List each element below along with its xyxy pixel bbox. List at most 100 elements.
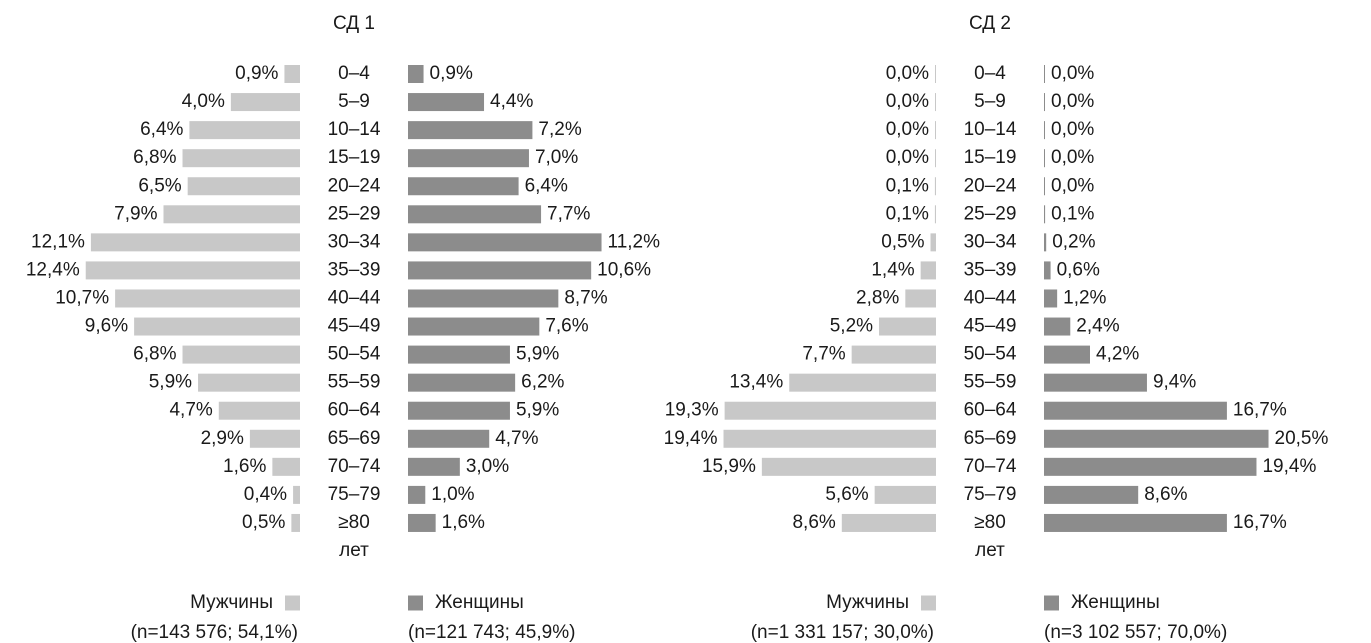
bar <box>408 513 436 532</box>
value-label: 4,0% <box>182 91 225 112</box>
value-label: 4,2% <box>1096 344 1139 365</box>
category-label: 10–14 <box>964 119 1017 140</box>
value-label: 6,2% <box>521 372 564 393</box>
bar <box>272 457 300 476</box>
category-label: 25–29 <box>964 203 1017 224</box>
bar <box>935 121 936 140</box>
value-label: 7,9% <box>114 203 157 224</box>
legend-swatch <box>1044 595 1059 611</box>
value-label: 0,0% <box>1051 119 1094 140</box>
bar <box>1044 317 1071 336</box>
category-label: 40–44 <box>328 287 381 308</box>
category-label: 30–34 <box>328 231 381 252</box>
value-label: 19,4% <box>1262 456 1316 477</box>
bar <box>1044 177 1045 196</box>
category-label: 50–54 <box>328 344 381 365</box>
value-label: 6,8% <box>133 147 176 168</box>
value-label: 13,4% <box>729 372 783 393</box>
value-label: 4,7% <box>169 400 212 421</box>
bar <box>115 289 300 308</box>
bar <box>920 261 936 280</box>
bar <box>408 345 510 364</box>
bar <box>723 429 936 448</box>
value-label: 0,1% <box>886 203 929 224</box>
bar <box>1044 233 1047 252</box>
chart-title: СД 1 <box>333 13 375 34</box>
bar <box>1044 121 1045 140</box>
bar <box>230 93 300 112</box>
value-label: 12,4% <box>26 259 80 280</box>
value-label: 10,7% <box>55 287 109 308</box>
category-label: 65–69 <box>328 428 381 449</box>
chart-title: СД 2 <box>969 13 1011 34</box>
value-label: 2,9% <box>201 428 244 449</box>
value-label: 19,3% <box>665 400 719 421</box>
value-label: 8,6% <box>792 512 835 533</box>
value-label: 0,0% <box>1051 63 1094 84</box>
category-label: 75–79 <box>328 484 381 505</box>
bar <box>408 485 426 504</box>
bar <box>930 233 936 252</box>
bar <box>408 177 519 196</box>
value-label: 6,4% <box>525 175 568 196</box>
value-label: 4,7% <box>495 428 538 449</box>
bar <box>189 121 300 140</box>
bar <box>1044 513 1227 532</box>
bar <box>934 177 936 196</box>
bar <box>935 149 936 168</box>
bar <box>408 205 542 224</box>
bar <box>408 457 460 476</box>
value-label: 0,6% <box>1057 259 1100 280</box>
category-label: 20–24 <box>328 175 381 196</box>
value-label: 5,6% <box>825 484 868 505</box>
bar <box>85 261 300 280</box>
bar <box>935 93 936 112</box>
category-label: 30–34 <box>964 231 1017 252</box>
bar <box>408 149 529 168</box>
value-label: 1,0% <box>431 484 474 505</box>
bar <box>408 429 490 448</box>
category-label: 40–44 <box>964 287 1017 308</box>
value-label: 2,8% <box>856 287 899 308</box>
value-label: 0,0% <box>1051 91 1094 112</box>
legend-label: Мужчины <box>190 592 273 613</box>
value-label: 1,6% <box>223 456 266 477</box>
value-label: 3,0% <box>466 456 509 477</box>
category-label: 55–59 <box>964 372 1017 393</box>
value-label: 0,1% <box>886 175 929 196</box>
value-label: 6,8% <box>133 344 176 365</box>
value-label: 19,4% <box>664 428 718 449</box>
value-label: 0,5% <box>881 231 924 252</box>
bar <box>182 149 300 168</box>
value-label: 5,9% <box>149 372 192 393</box>
bar <box>841 513 936 532</box>
legend-swatch <box>285 595 300 611</box>
legend-swatch <box>921 595 936 611</box>
value-label: 0,0% <box>886 147 929 168</box>
category-label: 15–19 <box>328 147 381 168</box>
value-label: 15,9% <box>702 456 756 477</box>
category-label: 25–29 <box>328 203 381 224</box>
bar <box>1044 485 1139 504</box>
bar <box>1044 373 1147 392</box>
bar <box>291 513 300 532</box>
category-label: 5–9 <box>338 91 370 112</box>
category-label: 10–14 <box>328 119 381 140</box>
value-label: 0,0% <box>886 63 929 84</box>
category-label: 20–24 <box>964 175 1017 196</box>
legend-sample: (n=3 102 557; 70,0%) <box>1044 622 1227 643</box>
bar <box>935 65 936 83</box>
bar <box>293 485 300 504</box>
bar <box>408 65 424 83</box>
value-label: 7,2% <box>538 119 581 140</box>
category-label: ≥80 <box>338 512 370 533</box>
value-label: 0,4% <box>244 484 287 505</box>
legend-sample: (n=143 576; 54,1%) <box>131 622 298 643</box>
value-label: 0,5% <box>242 512 285 533</box>
bar <box>1044 289 1058 308</box>
value-label: 0,0% <box>1051 175 1094 196</box>
category-label: 70–74 <box>328 456 381 477</box>
bar <box>187 177 300 196</box>
value-label: 7,0% <box>535 147 578 168</box>
